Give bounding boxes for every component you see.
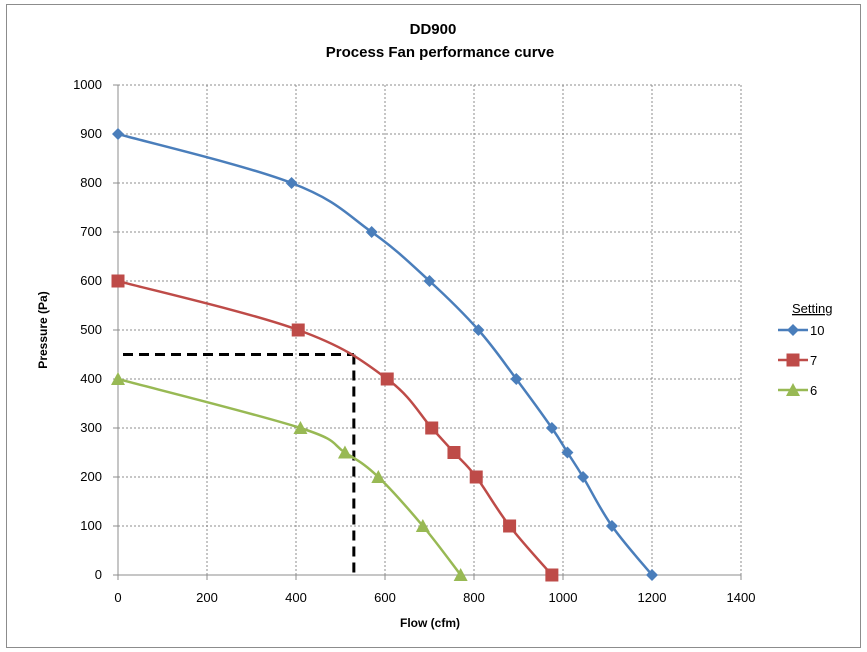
x-axis-title: Flow (cfm) <box>400 616 460 630</box>
legend-marker-10 <box>787 324 799 336</box>
data-point-series-7 <box>425 421 439 435</box>
legend: Setting 10 7 6 <box>778 301 832 398</box>
legend-title: Setting <box>792 301 832 316</box>
legend-marker-7 <box>786 353 800 367</box>
data-point-series-7 <box>503 519 517 533</box>
y-axis-title: Pressure (Pa) <box>36 291 50 368</box>
data-point-series-10 <box>577 471 590 483</box>
y-tick-label: 900 <box>80 126 102 141</box>
x-tick-label: 400 <box>285 590 307 605</box>
x-tick-label: 200 <box>196 590 218 605</box>
y-tick-label: 100 <box>80 518 102 533</box>
data-point-series-10 <box>365 226 378 238</box>
y-tick-label: 600 <box>80 273 102 288</box>
chart-title: DD900 <box>410 21 457 38</box>
legend-label-6: 6 <box>810 383 817 398</box>
data-point-series-7 <box>447 446 461 459</box>
axes <box>113 84 742 580</box>
x-tick-label: 600 <box>374 590 396 605</box>
legend-label-10: 10 <box>810 323 824 338</box>
data-point-series-6 <box>111 372 125 385</box>
data-point-series-7 <box>291 323 305 337</box>
series-markers <box>111 128 658 582</box>
tick-labels: 0 100 200 300 400 500 600 700 800 900 1000 0 200 400 6… <box>73 77 755 605</box>
operating-point-guides <box>123 353 356 578</box>
data-point-series-6 <box>293 421 308 434</box>
data-point-series-7 <box>111 274 125 288</box>
data-point-series-7 <box>545 568 559 582</box>
plot-area <box>118 85 741 575</box>
y-tick-label: 500 <box>80 322 102 337</box>
grid-lines <box>118 84 742 575</box>
data-point-series-6 <box>337 445 352 459</box>
data-point-series-6 <box>415 519 430 532</box>
x-tick-label: 0 <box>114 590 121 605</box>
y-tick-label: 300 <box>80 420 102 435</box>
x-tick-label: 800 <box>463 590 485 605</box>
y-tick-label: 200 <box>80 469 102 484</box>
x-tick-label: 1400 <box>727 590 756 605</box>
data-point-series-10 <box>423 275 436 287</box>
legend-marker-6 <box>786 383 800 396</box>
x-tick-label: 1000 <box>549 590 578 605</box>
y-tick-label: 400 <box>80 371 102 386</box>
data-point-series-6 <box>453 568 468 581</box>
data-point-series-10 <box>545 422 558 434</box>
y-tick-label: 1000 <box>73 77 102 92</box>
data-point-series-6 <box>371 470 386 483</box>
data-point-series-10 <box>112 128 124 140</box>
y-tick-label: 0 <box>95 567 102 582</box>
y-tick-label: 700 <box>80 224 102 239</box>
legend-label-7: 7 <box>810 353 817 368</box>
data-point-series-7 <box>469 470 483 484</box>
data-point-series-10 <box>605 520 618 532</box>
chart-subtitle: Process Fan performance curve <box>326 44 554 61</box>
data-point-series-10 <box>285 177 298 189</box>
data-point-series-10 <box>646 569 658 581</box>
y-tick-label: 800 <box>80 175 102 190</box>
data-point-series-10 <box>472 324 485 336</box>
x-tick-label: 1200 <box>638 590 667 605</box>
data-point-series-7 <box>380 372 394 386</box>
data-point-series-10 <box>561 446 574 459</box>
data-point-series-10 <box>510 373 523 385</box>
